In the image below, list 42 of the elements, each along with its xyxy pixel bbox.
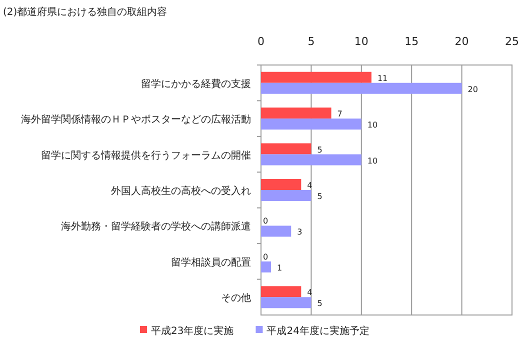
y-tick-label: 留学に関する情報提供を行うフォーラムの開催 — [41, 149, 251, 162]
data-label: 1 — [277, 263, 282, 272]
legend-label: 平成23年度に実施 — [151, 325, 234, 337]
data-label: 3 — [297, 228, 302, 237]
y-tick-label: 海外留学関係情報のＨＰやポスターなどの広報活動 — [21, 114, 251, 126]
bar — [261, 297, 312, 308]
data-label: 20 — [468, 84, 478, 94]
x-tick-label: 0 — [258, 35, 264, 48]
bar — [261, 286, 302, 298]
bar — [261, 118, 362, 130]
data-label: 7 — [337, 110, 342, 119]
bar — [261, 190, 312, 201]
bar — [261, 143, 312, 154]
legend-label: 平成24年度に実施予定 — [266, 325, 370, 337]
x-tick-label: 5 — [308, 35, 315, 48]
data-label: 10 — [367, 120, 378, 130]
y-tick-label: 外国人高校生の高校への受入れ — [111, 185, 251, 197]
text: (2)都道府県における独自の取組内容 — [3, 6, 168, 18]
data-label: 5 — [317, 299, 322, 308]
bar — [261, 179, 302, 190]
data-label: 0 — [263, 216, 268, 226]
data-label: 0 — [263, 252, 268, 262]
y-tick-label: 海外勤務・留学経験者の学校への講師派遣 — [61, 220, 251, 233]
x-tick-label: 25 — [505, 35, 519, 48]
y-tick-label: その他 — [221, 292, 251, 304]
data-label: 5 — [317, 145, 322, 154]
x-tick-label: 10 — [354, 35, 368, 48]
bar — [261, 154, 362, 166]
data-label: 4 — [307, 181, 312, 190]
data-label: 11 — [377, 74, 388, 83]
y-tick-label: 留学にかかる経費の支援 — [141, 78, 251, 90]
bar — [261, 226, 292, 237]
bar — [261, 82, 462, 94]
data-label: 5 — [317, 192, 322, 201]
data-label: 10 — [367, 156, 378, 166]
x-tick-label: 20 — [454, 35, 469, 48]
data-label: 4 — [307, 288, 312, 298]
bar — [261, 72, 372, 83]
bar — [261, 261, 272, 272]
x-tick-label: 15 — [404, 35, 419, 48]
y-tick-label: 留学相談員の配置 — [171, 256, 251, 268]
bar — [261, 108, 332, 119]
